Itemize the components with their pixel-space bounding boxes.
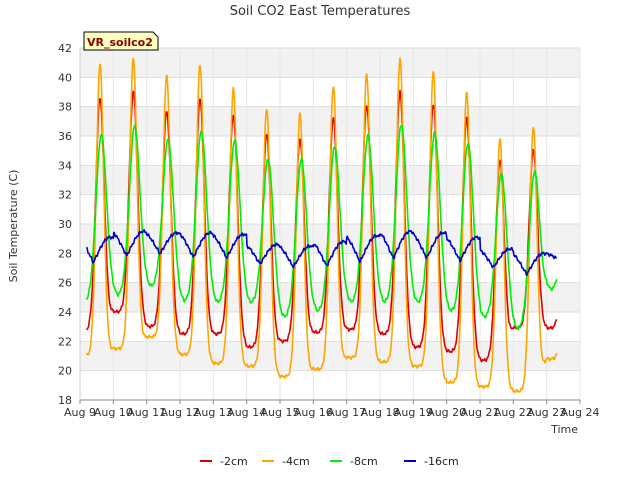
x-tick-label: Aug 9 xyxy=(64,406,96,419)
legend-label: -2cm xyxy=(220,455,248,468)
y-axis-ticks: 18 20 22 24 26 28 30 32 34 36 38 40 42 xyxy=(58,42,72,407)
y-tick-label: 24 xyxy=(58,306,72,319)
x-tick-label: Aug 19 xyxy=(394,406,433,419)
x-tick-label: Aug 24 xyxy=(561,406,600,419)
x-tick-label: Aug 16 xyxy=(294,406,333,419)
legend-label: -16cm xyxy=(424,455,459,468)
axes xyxy=(79,48,580,401)
y-tick-label: 22 xyxy=(58,335,72,348)
y-tick-label: 40 xyxy=(58,71,72,84)
x-tick-label: Aug 15 xyxy=(261,406,300,419)
y-tick-label: 26 xyxy=(58,277,72,290)
plot-band xyxy=(80,282,580,312)
x-tick-label: Aug 14 xyxy=(227,406,266,419)
y-tick-label: 36 xyxy=(58,130,72,143)
x-tick-label: Aug 10 xyxy=(94,406,133,419)
y-tick-label: 18 xyxy=(58,394,72,407)
series-lines xyxy=(85,57,558,394)
plot-band xyxy=(80,77,580,107)
x-tick-label: Aug 18 xyxy=(361,406,400,419)
chart-title: Soil CO2 East Temperatures xyxy=(230,4,411,19)
x-tick-label: Aug 13 xyxy=(194,406,233,419)
plot-band xyxy=(80,341,580,371)
y-tick-label: 42 xyxy=(58,42,72,55)
badge-box xyxy=(83,31,159,51)
plot-band xyxy=(80,48,580,78)
x-tick-label: Aug 22 xyxy=(494,406,533,419)
plot-band xyxy=(80,312,580,342)
x-tick-label: Aug 21 xyxy=(461,406,500,419)
y-tick-label: 38 xyxy=(58,101,72,114)
y-tick-label: 34 xyxy=(58,159,72,172)
plot-band xyxy=(80,370,580,400)
plot-band xyxy=(80,106,580,136)
legend-label: -4cm xyxy=(282,455,310,468)
x-tick-label: Aug 11 xyxy=(127,406,166,419)
series-line-minus8cm xyxy=(85,124,558,330)
grid-lines xyxy=(79,47,581,401)
badge-label: VR_soilco2 xyxy=(87,36,153,49)
series-line-minus16cm xyxy=(85,228,557,276)
x-axis-label: Time xyxy=(550,423,578,436)
y-tick-label: 20 xyxy=(58,365,72,378)
x-tick-label: Aug 17 xyxy=(327,406,366,419)
y-tick-label: 28 xyxy=(58,247,72,260)
x-tick-label: Aug 20 xyxy=(427,406,466,419)
legend: -2cm -4cm -8cm -16cm xyxy=(200,455,459,468)
badge: VR_soilco2 xyxy=(83,31,159,51)
y-axis-label: Soil Temperature (C) xyxy=(7,170,20,283)
y-tick-label: 32 xyxy=(58,189,72,202)
series-line-minus4cm xyxy=(85,57,558,394)
x-tick-label: Aug 12 xyxy=(161,406,200,419)
x-tick-label: Aug 23 xyxy=(527,406,566,419)
legend-label: -8cm xyxy=(350,455,378,468)
y-tick-label: 30 xyxy=(58,218,72,231)
